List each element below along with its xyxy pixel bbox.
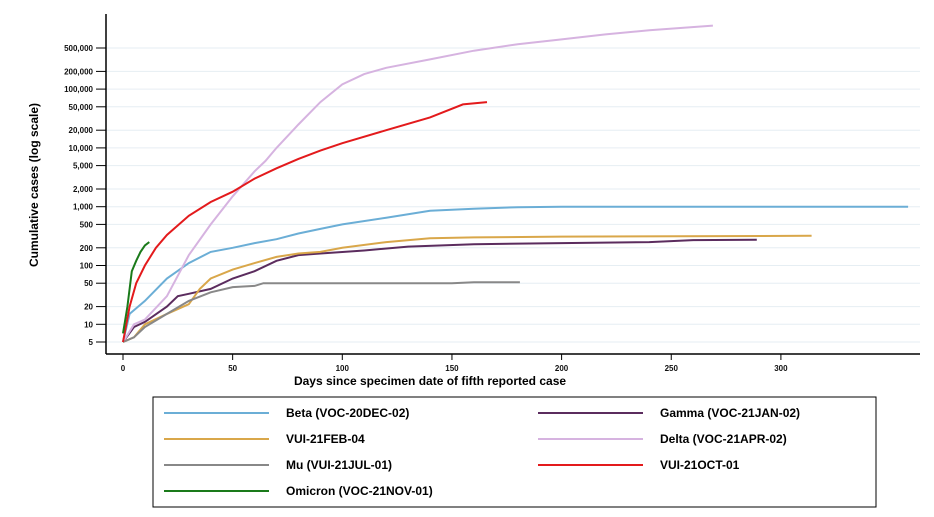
- y-tick-label: 20,000: [69, 126, 94, 135]
- y-tick-label: 5: [89, 338, 94, 347]
- legend-label: VUI-21FEB-04: [286, 432, 365, 446]
- y-tick-label: 200,000: [64, 67, 93, 76]
- legend-label: Delta (VOC-21APR-02): [660, 432, 787, 446]
- x-tick-label: 250: [665, 364, 679, 373]
- x-axis-label: Days since specimen date of fifth report…: [294, 374, 566, 388]
- y-tick-label: 50,000: [69, 103, 94, 112]
- legend-label: Omicron (VOC-21NOV-01): [286, 484, 433, 498]
- y-tick-label: 2,000: [73, 185, 94, 194]
- legend-label: Beta (VOC-20DEC-02): [286, 406, 409, 420]
- x-tick-label: 100: [336, 364, 350, 373]
- y-tick-label: 10: [84, 320, 93, 329]
- y-tick-label: 100,000: [64, 85, 93, 94]
- series-line: [122, 238, 757, 343]
- y-tick-label: 1,000: [73, 203, 94, 212]
- x-tick-label: 150: [445, 364, 459, 373]
- series-line: [122, 24, 713, 343]
- legend-label: Gamma (VOC-21JAN-02): [660, 406, 800, 420]
- y-tick-label: 5,000: [73, 162, 94, 171]
- legend: [152, 396, 877, 508]
- series-line: [122, 281, 520, 343]
- series-line: [122, 101, 488, 343]
- y-tick-label: 50: [84, 279, 93, 288]
- x-tick-label: 0: [121, 364, 126, 373]
- series-line: [122, 205, 909, 343]
- y-axis-label: Cumulative cases (log scale): [27, 103, 41, 267]
- y-tick-label: 10,000: [69, 144, 94, 153]
- x-tick-label: 50: [228, 364, 237, 373]
- series-line: [122, 241, 150, 334]
- y-tick-label: 500: [80, 220, 94, 229]
- y-tick-label: 200: [80, 244, 94, 253]
- legend-label: Mu (VUI-21JUL-01): [286, 458, 392, 472]
- legend-label: VUI-21OCT-01: [660, 458, 740, 472]
- y-tick-label: 100: [80, 261, 94, 270]
- x-tick-label: 300: [774, 364, 788, 373]
- y-tick-label: 20: [84, 303, 93, 312]
- x-tick-label: 200: [555, 364, 569, 373]
- y-tick-label: 500,000: [64, 44, 93, 53]
